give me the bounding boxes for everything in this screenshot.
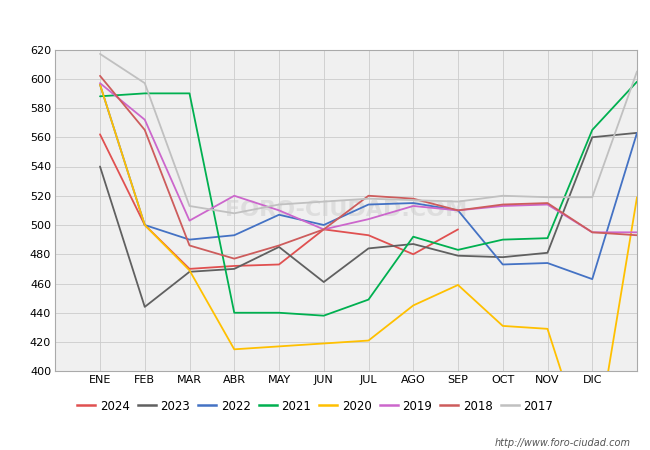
Text: Afiliados en Canena a 30/9/2024: Afiliados en Canena a 30/9/2024: [178, 14, 472, 33]
Legend: 2024, 2023, 2022, 2021, 2020, 2019, 2018, 2017: 2024, 2023, 2022, 2021, 2020, 2019, 2018…: [73, 395, 558, 417]
Text: FORO-CIUDAD.COM: FORO-CIUDAD.COM: [225, 200, 467, 220]
Text: http://www.foro-ciudad.com: http://www.foro-ciudad.com: [495, 438, 630, 448]
